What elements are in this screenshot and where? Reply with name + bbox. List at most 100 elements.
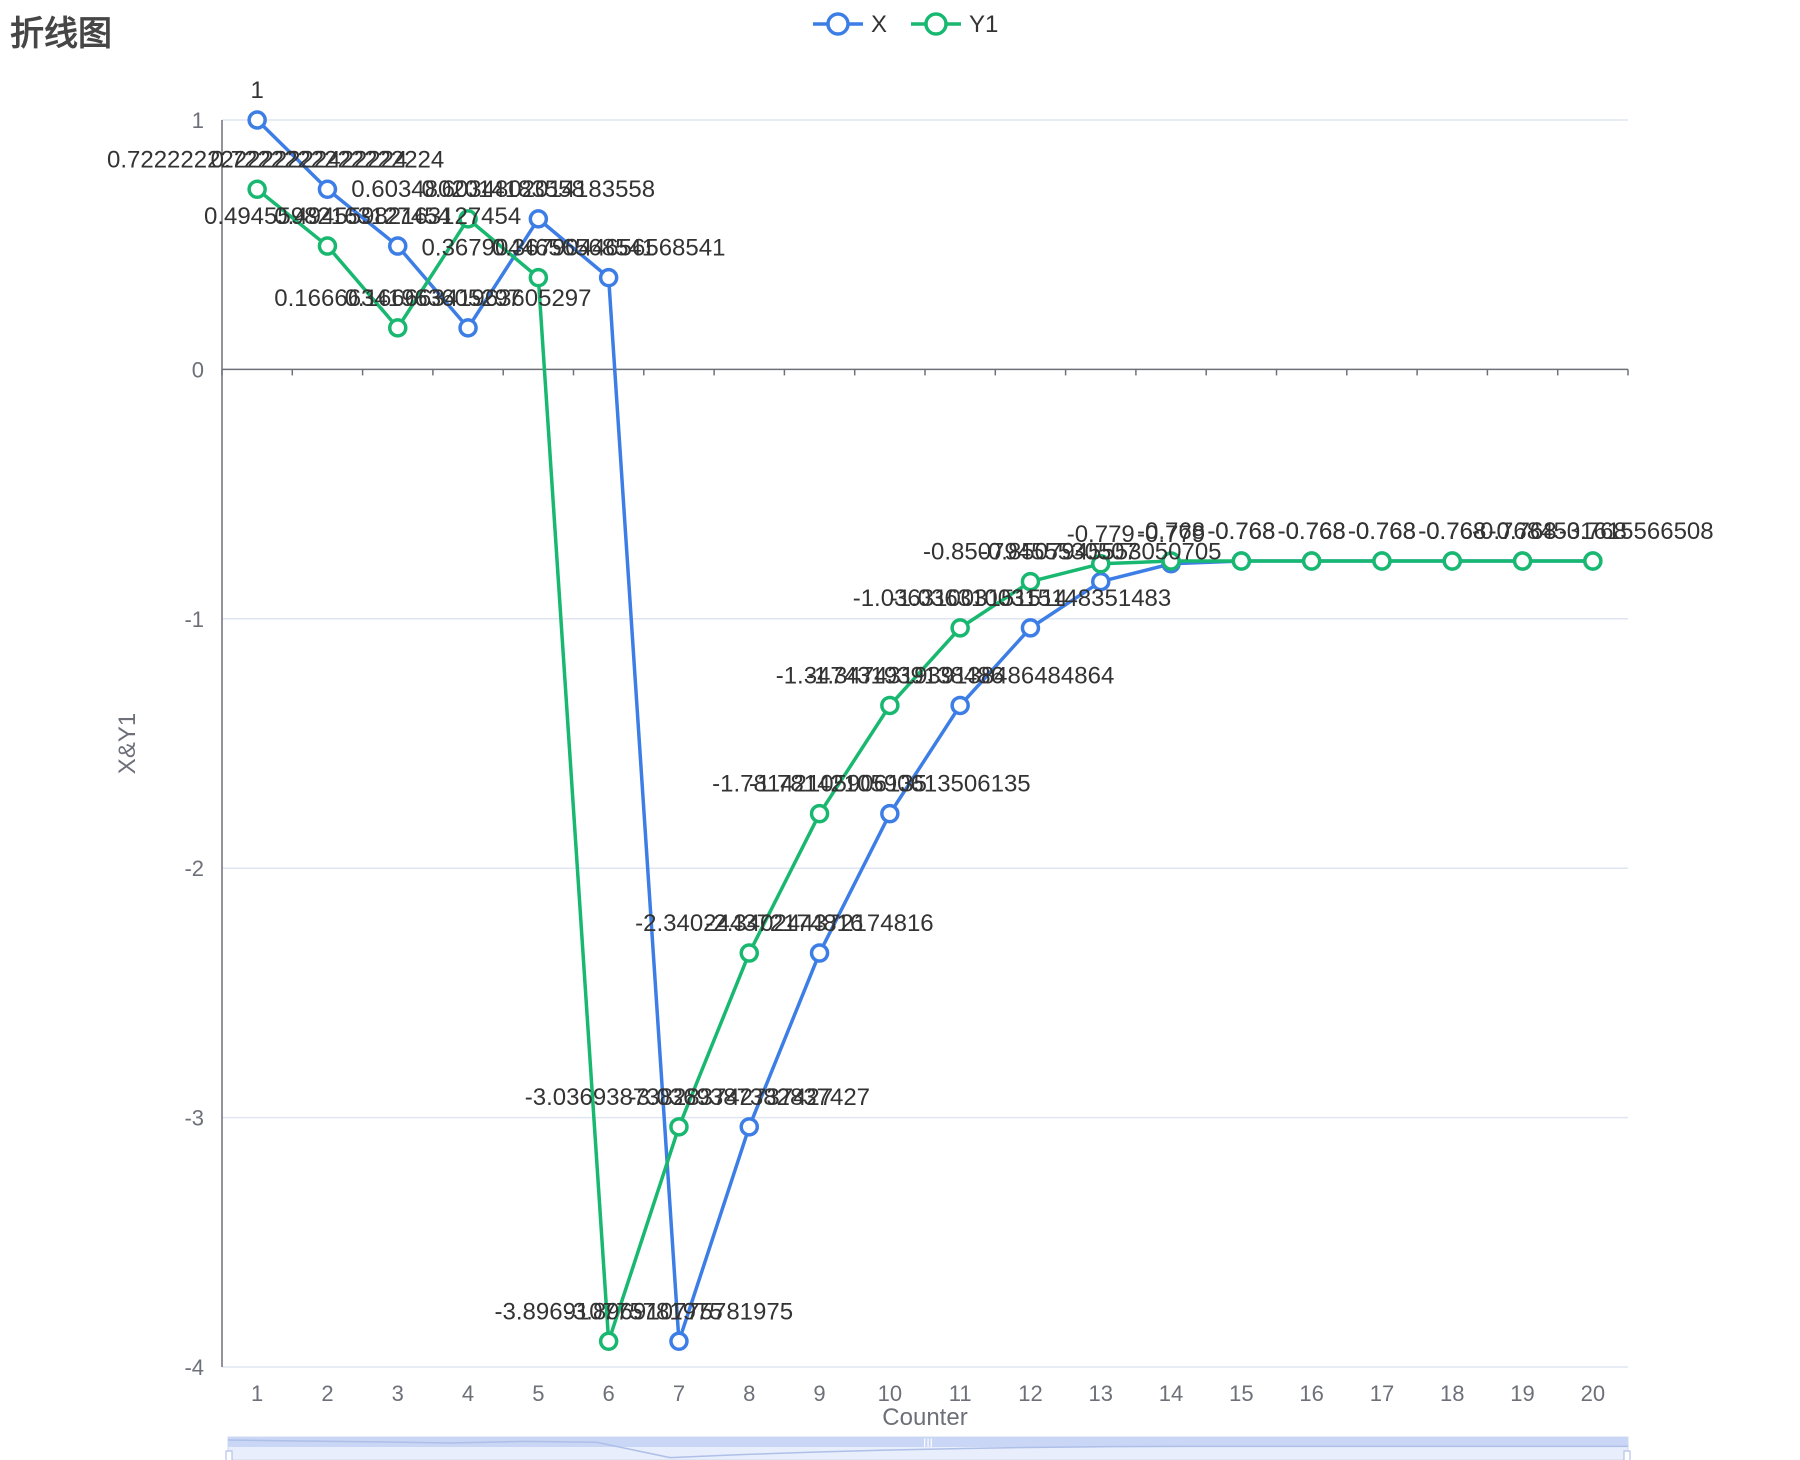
data-label-y1: -0.768 [1137, 518, 1205, 545]
data-point-x[interactable] [317, 179, 338, 200]
data-point-x[interactable] [950, 695, 970, 716]
y-tick-label: -2 [184, 856, 204, 881]
y-tick-label: 0 [192, 357, 204, 382]
x-tick-label: 18 [1440, 1381, 1464, 1406]
data-label-y1: 0.722222222222222422224 [107, 146, 407, 173]
data-label-y1: -0.768 [1348, 518, 1416, 545]
legend-label: Y1 [969, 11, 998, 38]
data-point-y1[interactable] [1512, 551, 1533, 571]
data-point-x[interactable] [458, 318, 478, 338]
x-tick-label: 1 [251, 1381, 263, 1406]
data-point-y1[interactable] [669, 1117, 689, 1137]
data-point-y1[interactable] [1091, 554, 1111, 574]
data-label-y1: -3.036938738283742737427 [525, 1084, 833, 1111]
data-label-x: -2.340244372174816 [705, 910, 933, 937]
data-point-y1[interactable] [458, 209, 478, 229]
data-label-y1: -0.779 [1067, 521, 1135, 548]
data-label-x: 0.49455982163127454 [274, 203, 521, 230]
data-label-y1: -1.03631003151514 [853, 585, 1068, 612]
data-point-y1[interactable] [880, 695, 900, 716]
data-point-y1[interactable] [388, 318, 408, 338]
data-label-x: -1.7814210590613506135 [749, 771, 1031, 798]
data-point-y1[interactable] [1442, 551, 1462, 571]
legend-label: X [871, 11, 887, 38]
x-axis-title: Counter [882, 1404, 967, 1431]
data-point-y1[interactable] [739, 943, 759, 963]
x-tick-label: 15 [1229, 1381, 1253, 1406]
data-point-y1[interactable] [598, 1331, 619, 1352]
data-zoom-preview [227, 1439, 1628, 1459]
data-zoom-handle-left[interactable] [225, 1450, 233, 1460]
legend-item-y1[interactable]: Y1 [911, 11, 998, 38]
x-tick-label: 4 [462, 1381, 474, 1406]
x-tick-label: 5 [532, 1381, 544, 1406]
data-point-y1[interactable] [247, 179, 267, 200]
y-tick-label: 1 [192, 108, 204, 133]
data-point-x[interactable] [809, 943, 830, 963]
data-label-y1: 0.6034802014183558 [351, 176, 585, 203]
x-tick-label: 17 [1370, 1381, 1394, 1406]
data-label-x: -0.768 [1278, 518, 1346, 545]
data-point-x[interactable] [598, 267, 619, 288]
data-point-y1[interactable] [1583, 551, 1603, 571]
data-point-x[interactable] [247, 110, 267, 130]
data-label-x: -0.8507945553050705 [980, 539, 1222, 566]
data-label-y1: -1.78142105906135 [712, 771, 927, 798]
data-label-y1: -2.340244372174816 [635, 910, 863, 937]
data-point-y1[interactable] [1161, 551, 1181, 571]
data-point-x[interactable] [388, 236, 408, 256]
x-tick-label: 8 [743, 1381, 755, 1406]
data-point-y1[interactable] [1372, 551, 1392, 571]
data-point-x[interactable] [669, 1331, 689, 1352]
x-tick-label: 10 [878, 1381, 902, 1406]
data-point-y1[interactable] [1231, 551, 1252, 571]
x-tick-label: 14 [1159, 1381, 1183, 1406]
y-tick-label: -4 [184, 1355, 204, 1380]
x-tick-label: 16 [1299, 1381, 1323, 1406]
data-zoom-mover[interactable] [228, 1437, 1628, 1447]
data-point-y1[interactable] [528, 267, 549, 288]
x-tick-label: 12 [1018, 1381, 1042, 1406]
data-label-y1: -0.768 [1418, 518, 1486, 545]
data-label-x: 0.7222222222222224 [211, 146, 445, 173]
data-label-y1: -0.768 [1489, 518, 1557, 545]
data-point-x[interactable] [739, 1117, 759, 1137]
series-group [247, 110, 1603, 1352]
data-zoom-handle-label: III [923, 1436, 933, 1450]
data-point-y1[interactable] [809, 803, 830, 824]
data-point-x[interactable] [528, 209, 549, 229]
data-labels: 10.72222222222222240.494559821631274540.… [107, 77, 1714, 1325]
data-label-x: -0.768 [1489, 518, 1557, 545]
data-zoom-slider[interactable]: III [225, 1436, 1631, 1460]
legend-marker [924, 12, 948, 36]
y-axis-title: X&Y1 [114, 713, 141, 774]
data-label-y1: -3.896910775781975 [495, 1298, 723, 1325]
data-zoom-handle-right[interactable] [1623, 1450, 1631, 1460]
data-point-y1[interactable] [1020, 571, 1041, 592]
data-label-y1: 0.16666341963605297 [274, 285, 521, 312]
data-label-x: -3.0369387382837427 [628, 1084, 870, 1111]
data-point-y1[interactable] [317, 236, 338, 256]
series-line-y1 [256, 187, 1593, 1344]
data-label-x: 0.16666341963605297 [345, 285, 592, 312]
x-tick-label: 9 [813, 1381, 825, 1406]
data-label-x: -0.768 [1559, 518, 1627, 545]
x-tick-label: 13 [1089, 1381, 1113, 1406]
data-label-x: -0.779 [1137, 521, 1205, 548]
data-label-y1: -0.768 [1278, 518, 1346, 545]
data-label-x: -0.768 [1348, 518, 1416, 545]
legend-item-x[interactable]: X [813, 11, 887, 38]
data-label-x: -1.347431939138486484864 [806, 662, 1114, 689]
data-point-x[interactable] [1020, 618, 1041, 638]
grid-lines [222, 119, 1628, 1368]
legend[interactable]: X Y1 [813, 11, 998, 38]
x-tick-label: 2 [321, 1381, 333, 1406]
data-point-y1[interactable] [950, 618, 970, 638]
y-tick-label: -1 [184, 607, 204, 632]
data-point-x[interactable] [1091, 571, 1111, 592]
data-point-x[interactable] [880, 803, 900, 824]
data-point-y1[interactable] [1301, 551, 1322, 571]
x-tick-label: 11 [949, 1381, 972, 1406]
data-label-y1: 0.49455982163127454 [204, 203, 451, 230]
